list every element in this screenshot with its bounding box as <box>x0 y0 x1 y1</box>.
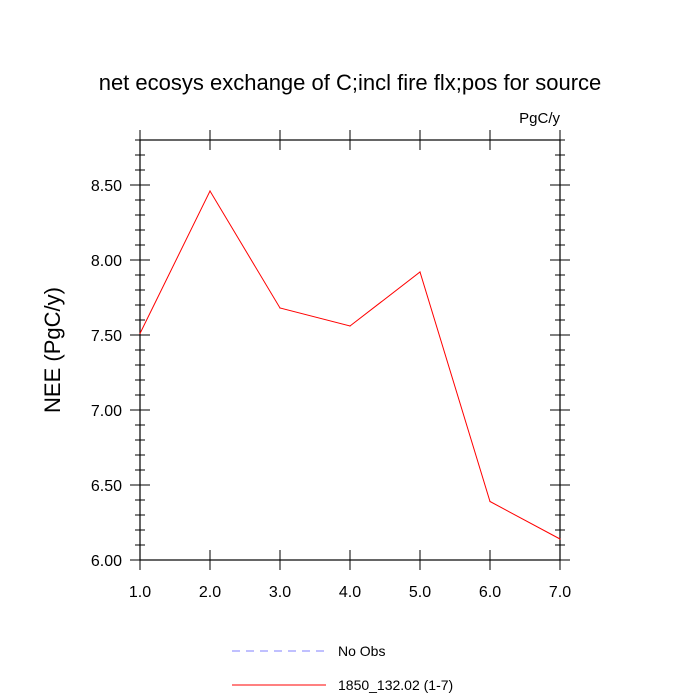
series-point <box>489 500 491 503</box>
y-axis-label: NEE (PgC/y) <box>40 287 65 413</box>
legend-label-no-obs: No Obs <box>338 643 385 659</box>
x-tick-label: 7.0 <box>549 584 571 601</box>
x-tick-label: 3.0 <box>269 584 291 601</box>
y-tick-label: 8.50 <box>91 178 122 195</box>
series-point <box>279 307 281 309</box>
legend: No Obs 1850_132.02 (1-7) <box>232 643 453 693</box>
x-tick-label: 4.0 <box>339 584 361 601</box>
x-tick-label: 5.0 <box>409 584 431 601</box>
x-tick-label: 6.0 <box>479 584 501 601</box>
series-point <box>559 538 561 540</box>
series-point <box>349 325 351 327</box>
y-tick-labels: 6.00 6.50 7.00 7.50 8.00 8.50 <box>91 178 122 570</box>
plot-frame <box>139 139 561 561</box>
x-tick-label: 1.0 <box>129 584 151 601</box>
series-point <box>419 271 421 273</box>
x-tick-label: 2.0 <box>199 584 221 601</box>
series-point <box>139 332 141 335</box>
legend-label-1850-run: 1850_132.02 (1-7) <box>338 677 453 693</box>
y-tick-label: 6.00 <box>91 553 122 570</box>
series-point <box>209 190 211 192</box>
y-tick-label: 7.00 <box>91 403 122 420</box>
chart-title: net ecosys exchange of C;incl fire flx;p… <box>99 70 602 95</box>
series-layer <box>139 189 561 540</box>
y-tick-label: 8.00 <box>91 253 122 270</box>
axis-ticks <box>130 130 570 570</box>
y-tick-label: 6.50 <box>91 478 122 495</box>
y-tick-label: 7.50 <box>91 328 122 345</box>
units-label: PgC/y <box>519 110 560 127</box>
series-line <box>139 189 561 540</box>
x-tick-labels: 1.0 2.0 3.0 4.0 5.0 6.0 7.0 <box>129 584 571 601</box>
